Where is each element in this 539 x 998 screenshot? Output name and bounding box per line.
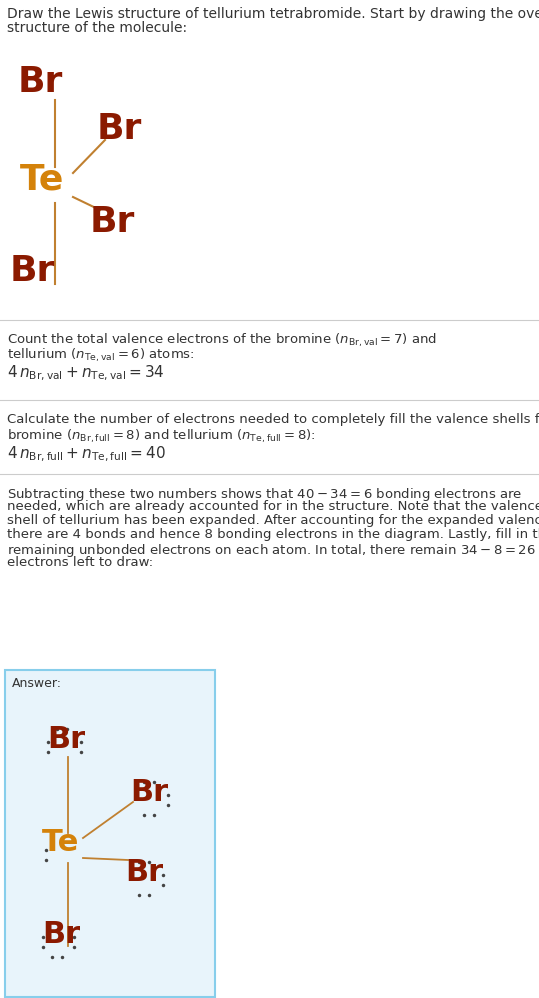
Text: Answer:: Answer: bbox=[12, 677, 62, 690]
Text: shell of tellurium has been expanded. After accounting for the expanded valence,: shell of tellurium has been expanded. Af… bbox=[7, 514, 539, 527]
Text: structure of the molecule:: structure of the molecule: bbox=[7, 21, 187, 35]
Text: bromine ($n_{\mathrm{Br,full}} = 8$) and tellurium ($n_{\mathrm{Te,full}} = 8$):: bromine ($n_{\mathrm{Br,full}} = 8$) and… bbox=[7, 428, 315, 445]
FancyBboxPatch shape bbox=[5, 670, 215, 997]
Text: Count the total valence electrons of the bromine ($n_{\mathrm{Br,val}} = 7$) and: Count the total valence electrons of the… bbox=[7, 332, 437, 349]
Text: Br: Br bbox=[97, 112, 142, 146]
Text: there are 4 bonds and hence 8 bonding electrons in the diagram. Lastly, fill in : there are 4 bonds and hence 8 bonding el… bbox=[7, 528, 539, 541]
Text: Calculate the number of electrons needed to completely fill the valence shells f: Calculate the number of electrons needed… bbox=[7, 413, 539, 426]
Text: Br: Br bbox=[130, 778, 168, 807]
Text: Subtracting these two numbers shows that $40 - 34 = 6$ bonding electrons are: Subtracting these two numbers shows that… bbox=[7, 486, 522, 503]
Text: Br: Br bbox=[10, 254, 56, 288]
Text: Br: Br bbox=[47, 725, 85, 754]
Text: Te: Te bbox=[42, 828, 79, 857]
Text: Draw the Lewis structure of tellurium tetrabromide. Start by drawing the overall: Draw the Lewis structure of tellurium te… bbox=[7, 7, 539, 21]
Text: Te: Te bbox=[20, 162, 64, 196]
Text: Br: Br bbox=[42, 920, 80, 949]
Text: Br: Br bbox=[90, 205, 135, 239]
Text: Br: Br bbox=[18, 65, 64, 99]
Text: tellurium ($n_{\mathrm{Te,val}} = 6$) atoms:: tellurium ($n_{\mathrm{Te,val}} = 6$) at… bbox=[7, 347, 195, 364]
Text: needed, which are already accounted for in the structure. Note that the valence: needed, which are already accounted for … bbox=[7, 500, 539, 513]
Text: $4\,n_{\mathrm{Br,full}} + n_{\mathrm{Te,full}} = 40$: $4\,n_{\mathrm{Br,full}} + n_{\mathrm{Te… bbox=[7, 445, 166, 464]
Text: $4\,n_{\mathrm{Br,val}} + n_{\mathrm{Te,val}} = 34$: $4\,n_{\mathrm{Br,val}} + n_{\mathrm{Te,… bbox=[7, 364, 165, 383]
Text: Br: Br bbox=[125, 858, 163, 887]
Text: electrons left to draw:: electrons left to draw: bbox=[7, 556, 153, 569]
Text: remaining unbonded electrons on each atom. In total, there remain $34 - 8 = 26$: remaining unbonded electrons on each ato… bbox=[7, 542, 536, 559]
